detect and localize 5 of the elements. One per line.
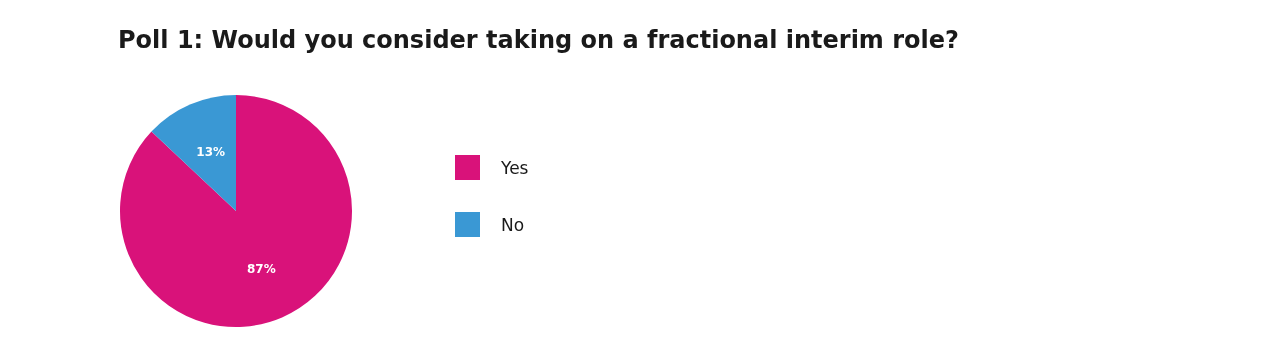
legend-label: Yes [501,157,529,178]
data-label: 13% [196,144,226,159]
legend-label: No [501,214,525,235]
chart-title: Poll 1: Would you consider taking on a fractional interim role? [118,26,959,54]
data-label: 87% [246,261,276,276]
